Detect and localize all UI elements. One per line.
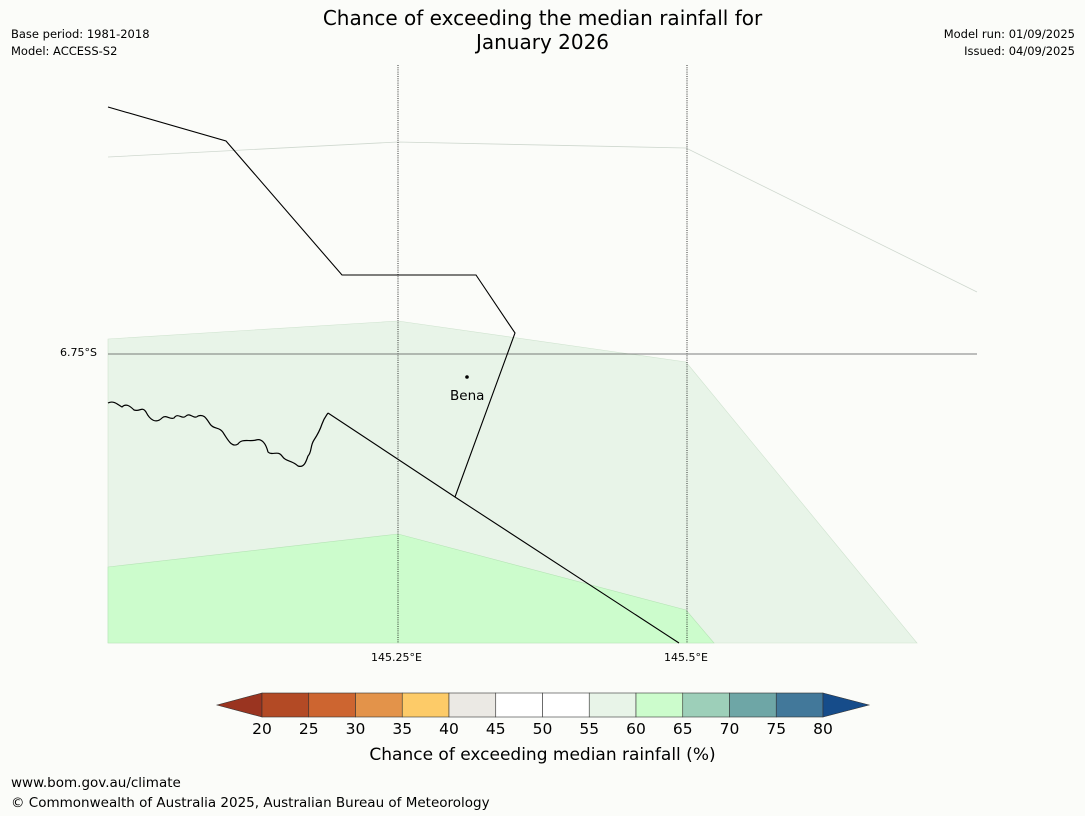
lon-tick-label-2: 145.5°E [664,651,708,664]
place-marker-bena [465,375,469,379]
colorbar-bin-50-55 [542,692,590,718]
map-title: Chance of exceeding the median rainfall … [0,6,1085,54]
model-run: Model run: 01/09/2025 [943,27,1075,41]
colorbar-over-arrow [822,692,871,718]
footer-url: www.bom.gov.au/climate [11,775,181,791]
lat-tick-label: 6.75°S [60,346,97,359]
colorbar-bin-35-40 [401,692,450,718]
colorbar-bin-25-30 [308,692,356,718]
colorbar-tick-30: 30 [345,720,366,738]
colorbar-tick-80: 80 [813,720,833,738]
lon-tick-label-1: 145.25°E [371,651,422,664]
footer-copyright: © Commonwealth of Australia 2025, Austra… [11,795,490,811]
map-area [107,65,978,644]
colorbar-bin-20-25 [261,692,310,718]
model-name: Model: ACCESS-S2 [11,44,118,58]
colorbar-under-arrow [215,692,263,718]
colorbar-tick-40: 40 [439,720,459,738]
colorbar-bin-45-50 [495,692,543,718]
meta-right: Model run: 01/09/2025 Issued: 04/09/2025 [944,26,1075,60]
district-boundary [107,106,516,498]
colorbar-bin-30-35 [355,692,403,718]
colorbar-tick-20: 20 [252,720,272,738]
river-line [107,401,329,467]
place-label-bena: Bena [450,388,485,404]
colorbar-bin-75-80 [775,692,824,718]
colorbar-tick-45: 45 [485,720,506,738]
title-line-2: January 2026 [475,30,610,54]
province-boundary [327,412,680,644]
colorbar-title: Chance of exceeding median rainfall (%) [369,745,716,765]
issued-date: Issued: 04/09/2025 [964,44,1075,58]
colorbar-tick-70: 70 [719,720,740,738]
colorbar-tick-75: 75 [766,720,787,738]
title-line-1: Chance of exceeding the median rainfall … [322,6,763,30]
region-60-65 [107,533,715,644]
colorbar-tick-50: 50 [532,720,553,738]
colorbar [215,692,871,718]
colorbar-bin-55-60 [588,692,637,718]
colorbar-bin-40-45 [448,692,497,718]
colorbar-tick-55: 55 [579,720,600,738]
colorbar-bin-60-65 [635,692,684,718]
colorbar-tick-35: 35 [392,720,413,738]
colorbar-tick-25: 25 [298,720,319,738]
colorbar-bin-70-75 [729,692,777,718]
colorbar-tick-65: 65 [672,720,693,738]
contour-line [107,141,978,293]
base-period: Base period: 1981-2018 [11,27,150,41]
colorbar-bin-65-70 [682,692,730,718]
colorbar-tick-60: 60 [626,720,646,738]
meta-left: Base period: 1981-2018 Model: ACCESS-S2 [11,26,150,60]
